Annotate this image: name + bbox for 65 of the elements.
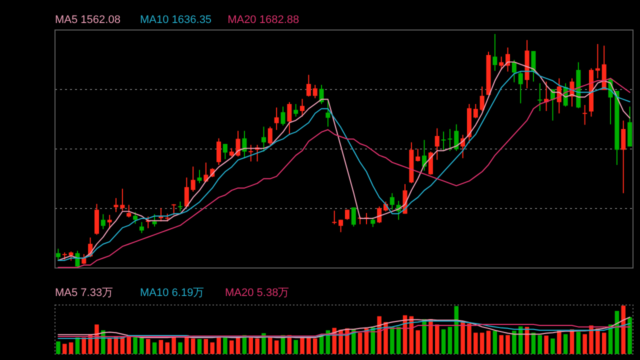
text: MA5 1562.08	[55, 14, 120, 26]
bar	[544, 336, 548, 354]
bar	[460, 322, 465, 354]
bar	[538, 335, 542, 354]
bar	[223, 338, 228, 354]
bar	[563, 334, 568, 354]
bar	[486, 330, 491, 354]
bar	[576, 332, 581, 354]
bar	[68, 342, 74, 354]
bar	[255, 338, 260, 354]
bar	[377, 316, 382, 354]
bar	[448, 326, 452, 354]
text: MA10 1636.35	[140, 14, 212, 26]
bar	[358, 332, 362, 354]
bar	[197, 338, 202, 354]
bar	[390, 326, 394, 354]
bar	[210, 342, 214, 354]
bar	[557, 330, 562, 354]
bar	[216, 338, 221, 354]
bar	[268, 336, 272, 354]
bar	[602, 332, 606, 354]
bar	[274, 340, 279, 354]
bar	[480, 332, 484, 354]
bar	[499, 335, 504, 354]
bar	[352, 329, 356, 354]
bar	[140, 338, 144, 354]
bar	[384, 322, 388, 354]
bar	[165, 342, 170, 354]
bar	[56, 341, 60, 354]
bar	[512, 330, 516, 354]
text: MA20 1682.88	[228, 14, 300, 26]
text: MA5 7.33万	[55, 287, 114, 299]
bar	[229, 340, 234, 354]
bar	[474, 332, 478, 354]
bar	[531, 332, 536, 354]
bar	[422, 319, 426, 354]
text: MA10 6.19万	[140, 287, 204, 299]
bar	[467, 324, 472, 354]
bar	[416, 330, 420, 354]
bar	[312, 338, 318, 354]
text: MA20 5.38万	[225, 287, 290, 299]
bar	[441, 329, 446, 354]
bar	[62, 344, 67, 354]
bar	[126, 336, 131, 354]
bar	[582, 334, 587, 354]
bar	[628, 317, 632, 354]
bar	[204, 338, 208, 354]
bar	[190, 338, 196, 354]
bar	[435, 324, 440, 354]
bar	[396, 326, 401, 354]
bar	[621, 306, 626, 354]
bar	[428, 319, 433, 354]
bar	[294, 340, 298, 354]
bar	[589, 325, 594, 354]
bar	[146, 338, 150, 354]
bar	[492, 330, 498, 354]
bar	[550, 338, 555, 354]
bar	[306, 338, 311, 354]
bar	[300, 338, 304, 354]
bar	[94, 324, 99, 354]
bar	[158, 340, 164, 354]
bar	[152, 342, 157, 354]
bar	[178, 342, 182, 354]
bar	[596, 328, 600, 354]
bar	[506, 335, 510, 354]
